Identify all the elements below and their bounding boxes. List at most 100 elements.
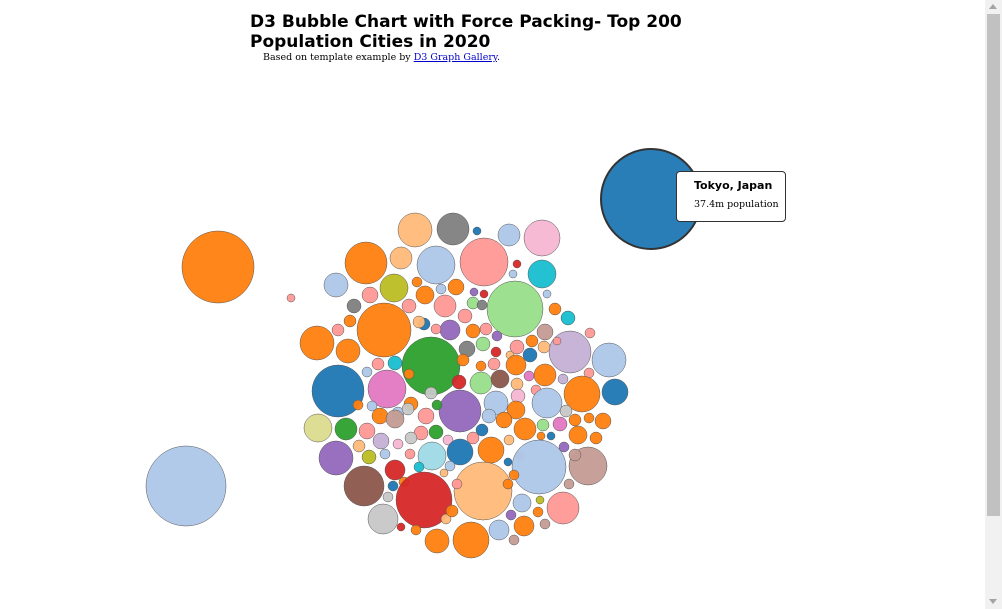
city-bubble[interactable] [311, 364, 365, 418]
city-bubble[interactable] [479, 322, 493, 336]
city-bubble[interactable] [371, 357, 385, 371]
city-bubble[interactable] [435, 283, 447, 295]
city-bubble[interactable] [503, 457, 513, 467]
city-bubble[interactable] [430, 323, 442, 335]
city-bubble[interactable] [396, 522, 406, 532]
city-bubble[interactable] [299, 325, 335, 361]
city-bubble[interactable] [505, 509, 517, 521]
city-bubble[interactable] [475, 336, 491, 352]
city-bubble[interactable] [513, 417, 537, 441]
city-bubble[interactable] [531, 387, 563, 419]
city-bubble[interactable] [436, 212, 470, 246]
city-bubble[interactable] [372, 432, 390, 450]
city-bubble[interactable] [404, 448, 416, 460]
city-bubble[interactable] [424, 528, 450, 554]
city-bubble[interactable] [459, 237, 509, 287]
city-bubble[interactable] [490, 369, 510, 389]
city-bubble[interactable] [508, 469, 520, 481]
city-bubble[interactable] [456, 353, 470, 367]
city-bubble[interactable] [440, 513, 452, 525]
city-bubble[interactable] [401, 402, 415, 416]
city-bubble[interactable] [361, 449, 377, 465]
city-bubble[interactable] [503, 434, 515, 446]
city-bubble[interactable] [411, 276, 423, 288]
city-bubble[interactable] [523, 219, 561, 257]
city-bubble[interactable] [356, 302, 412, 358]
city-bubble[interactable] [506, 400, 526, 420]
city-bubble[interactable] [181, 230, 255, 304]
city-bubble[interactable] [439, 319, 461, 341]
city-bubble[interactable] [286, 293, 296, 303]
city-bubble[interactable] [475, 423, 489, 437]
city-bubble[interactable] [497, 223, 521, 247]
city-bubble[interactable] [552, 416, 568, 432]
scroll-up-arrow-icon[interactable] [989, 4, 997, 9]
city-bubble[interactable] [343, 314, 357, 328]
city-bubble[interactable] [379, 448, 391, 460]
city-bubble[interactable] [401, 336, 461, 396]
city-bubble[interactable] [525, 334, 539, 348]
city-bubble[interactable] [477, 436, 505, 464]
city-bubble[interactable] [589, 431, 603, 445]
city-bubble[interactable] [491, 330, 503, 342]
city-bubble[interactable] [558, 441, 570, 453]
city-bubble[interactable] [452, 521, 490, 559]
city-bubble[interactable] [446, 438, 474, 466]
city-bubble[interactable] [457, 308, 473, 324]
city-bubble[interactable] [410, 524, 422, 536]
city-bubble[interactable] [505, 354, 527, 376]
city-bubble[interactable] [382, 491, 394, 503]
city-bubble[interactable] [385, 409, 405, 429]
city-bubble[interactable] [366, 400, 378, 412]
city-bubble[interactable] [476, 299, 488, 311]
city-bubble[interactable] [428, 424, 444, 440]
city-bubble[interactable] [413, 461, 425, 473]
city-bubble[interactable] [397, 212, 433, 248]
city-bubble[interactable] [361, 366, 373, 378]
city-bubble[interactable] [389, 246, 413, 270]
city-bubble[interactable] [431, 399, 443, 411]
city-bubble[interactable] [591, 342, 627, 378]
city-bubble[interactable] [445, 504, 459, 518]
city-bubble[interactable] [403, 368, 415, 380]
city-bubble[interactable] [334, 417, 358, 441]
city-bubble[interactable] [412, 315, 426, 329]
city-bubble[interactable] [367, 503, 399, 535]
city-bubble[interactable] [465, 323, 481, 339]
city-bubble[interactable] [303, 413, 333, 443]
city-bubble[interactable] [361, 286, 379, 304]
city-bubble[interactable] [532, 506, 544, 518]
city-bubble[interactable] [395, 471, 453, 529]
city-bubble[interactable] [552, 336, 562, 346]
city-bubble[interactable] [510, 377, 524, 391]
city-bubble[interactable] [563, 478, 575, 490]
city-bubble[interactable] [466, 431, 480, 445]
city-bubble[interactable] [542, 289, 552, 299]
city-bubble[interactable] [343, 465, 385, 507]
city-bubble[interactable] [447, 278, 465, 296]
city-bubble[interactable] [537, 340, 551, 354]
city-bubble[interactable] [335, 338, 361, 364]
city-bubble[interactable] [379, 273, 409, 303]
city-bubble[interactable] [417, 407, 435, 425]
city-bubble[interactable] [331, 323, 345, 337]
city-bubble[interactable] [536, 431, 546, 441]
city-bubble[interactable] [568, 448, 582, 462]
city-bubble[interactable] [548, 302, 562, 316]
city-bubble[interactable] [539, 518, 551, 530]
city-bubble[interactable] [384, 459, 406, 481]
city-bubble[interactable] [472, 226, 482, 236]
city-bubble[interactable] [522, 347, 538, 363]
city-bubble[interactable] [401, 298, 417, 314]
city-bubble[interactable] [488, 519, 510, 541]
city-bubble[interactable] [367, 369, 407, 409]
city-bubble[interactable] [475, 360, 487, 372]
city-bubble[interactable] [442, 434, 454, 446]
city-bubble[interactable] [469, 371, 493, 395]
city-bubble[interactable] [563, 375, 601, 413]
city-bubble[interactable] [346, 298, 362, 314]
city-bubble[interactable] [568, 425, 588, 445]
city-bubble[interactable] [344, 241, 388, 285]
city-bubble[interactable] [444, 460, 456, 472]
city-bubble[interactable] [371, 407, 389, 425]
